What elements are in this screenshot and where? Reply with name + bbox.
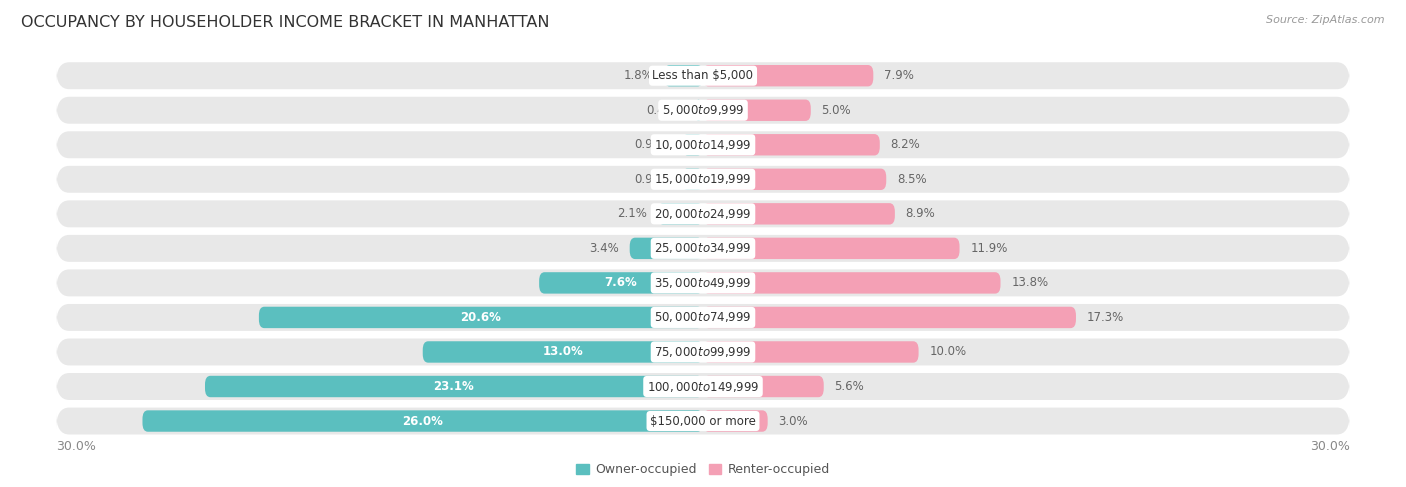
FancyBboxPatch shape xyxy=(56,131,1350,158)
FancyBboxPatch shape xyxy=(695,99,703,121)
FancyBboxPatch shape xyxy=(703,203,894,225)
Text: Source: ZipAtlas.com: Source: ZipAtlas.com xyxy=(1267,15,1385,25)
FancyBboxPatch shape xyxy=(423,341,703,363)
Text: $5,000 to $9,999: $5,000 to $9,999 xyxy=(662,103,744,117)
Text: $150,000 or more: $150,000 or more xyxy=(650,414,756,428)
FancyBboxPatch shape xyxy=(703,65,873,86)
FancyBboxPatch shape xyxy=(56,166,1350,193)
Text: Less than $5,000: Less than $5,000 xyxy=(652,69,754,82)
FancyBboxPatch shape xyxy=(205,376,703,397)
Text: OCCUPANCY BY HOUSEHOLDER INCOME BRACKET IN MANHATTAN: OCCUPANCY BY HOUSEHOLDER INCOME BRACKET … xyxy=(21,15,550,30)
Text: 8.2%: 8.2% xyxy=(890,138,921,151)
Text: 2.1%: 2.1% xyxy=(617,207,647,220)
FancyBboxPatch shape xyxy=(56,304,1350,331)
Text: 17.3%: 17.3% xyxy=(1087,311,1123,324)
Legend: Owner-occupied, Renter-occupied: Owner-occupied, Renter-occupied xyxy=(571,458,835,482)
FancyBboxPatch shape xyxy=(630,238,703,259)
Text: 13.0%: 13.0% xyxy=(543,345,583,358)
Text: 5.0%: 5.0% xyxy=(821,104,851,117)
FancyBboxPatch shape xyxy=(142,411,703,432)
FancyBboxPatch shape xyxy=(682,169,703,190)
FancyBboxPatch shape xyxy=(658,203,703,225)
Text: 23.1%: 23.1% xyxy=(433,380,474,393)
Text: $10,000 to $14,999: $10,000 to $14,999 xyxy=(654,138,752,152)
Text: 0.96%: 0.96% xyxy=(634,138,672,151)
FancyBboxPatch shape xyxy=(56,62,1350,89)
Text: 3.0%: 3.0% xyxy=(779,414,808,428)
Text: 13.8%: 13.8% xyxy=(1011,277,1049,289)
FancyBboxPatch shape xyxy=(703,99,811,121)
FancyBboxPatch shape xyxy=(703,341,918,363)
Text: $35,000 to $49,999: $35,000 to $49,999 xyxy=(654,276,752,290)
FancyBboxPatch shape xyxy=(56,200,1350,227)
Text: $75,000 to $99,999: $75,000 to $99,999 xyxy=(654,345,752,359)
FancyBboxPatch shape xyxy=(703,376,824,397)
Text: 7.9%: 7.9% xyxy=(884,69,914,82)
Text: $25,000 to $34,999: $25,000 to $34,999 xyxy=(654,242,752,255)
Text: $15,000 to $19,999: $15,000 to $19,999 xyxy=(654,172,752,187)
FancyBboxPatch shape xyxy=(664,65,703,86)
FancyBboxPatch shape xyxy=(703,169,886,190)
FancyBboxPatch shape xyxy=(259,307,703,328)
Text: $100,000 to $149,999: $100,000 to $149,999 xyxy=(647,379,759,393)
Text: 20.6%: 20.6% xyxy=(461,311,502,324)
FancyBboxPatch shape xyxy=(703,411,768,432)
Text: 1.8%: 1.8% xyxy=(624,69,654,82)
Text: 10.0%: 10.0% xyxy=(929,345,966,358)
Text: 30.0%: 30.0% xyxy=(1310,440,1350,453)
Text: 30.0%: 30.0% xyxy=(56,440,96,453)
FancyBboxPatch shape xyxy=(682,134,703,155)
FancyBboxPatch shape xyxy=(703,134,880,155)
Text: 8.5%: 8.5% xyxy=(897,173,927,186)
FancyBboxPatch shape xyxy=(56,373,1350,400)
Text: 26.0%: 26.0% xyxy=(402,414,443,428)
FancyBboxPatch shape xyxy=(703,307,1076,328)
FancyBboxPatch shape xyxy=(56,338,1350,365)
Text: $20,000 to $24,999: $20,000 to $24,999 xyxy=(654,207,752,221)
FancyBboxPatch shape xyxy=(538,272,703,294)
Text: 7.6%: 7.6% xyxy=(605,277,637,289)
FancyBboxPatch shape xyxy=(56,269,1350,297)
Text: $50,000 to $74,999: $50,000 to $74,999 xyxy=(654,310,752,324)
Text: 3.4%: 3.4% xyxy=(589,242,619,255)
FancyBboxPatch shape xyxy=(703,238,959,259)
Text: 11.9%: 11.9% xyxy=(970,242,1008,255)
FancyBboxPatch shape xyxy=(703,272,1001,294)
FancyBboxPatch shape xyxy=(56,235,1350,262)
Text: 5.6%: 5.6% xyxy=(835,380,865,393)
FancyBboxPatch shape xyxy=(56,97,1350,124)
Text: 0.42%: 0.42% xyxy=(645,104,683,117)
Text: 8.9%: 8.9% xyxy=(905,207,935,220)
Text: 0.98%: 0.98% xyxy=(634,173,671,186)
FancyBboxPatch shape xyxy=(56,408,1350,434)
